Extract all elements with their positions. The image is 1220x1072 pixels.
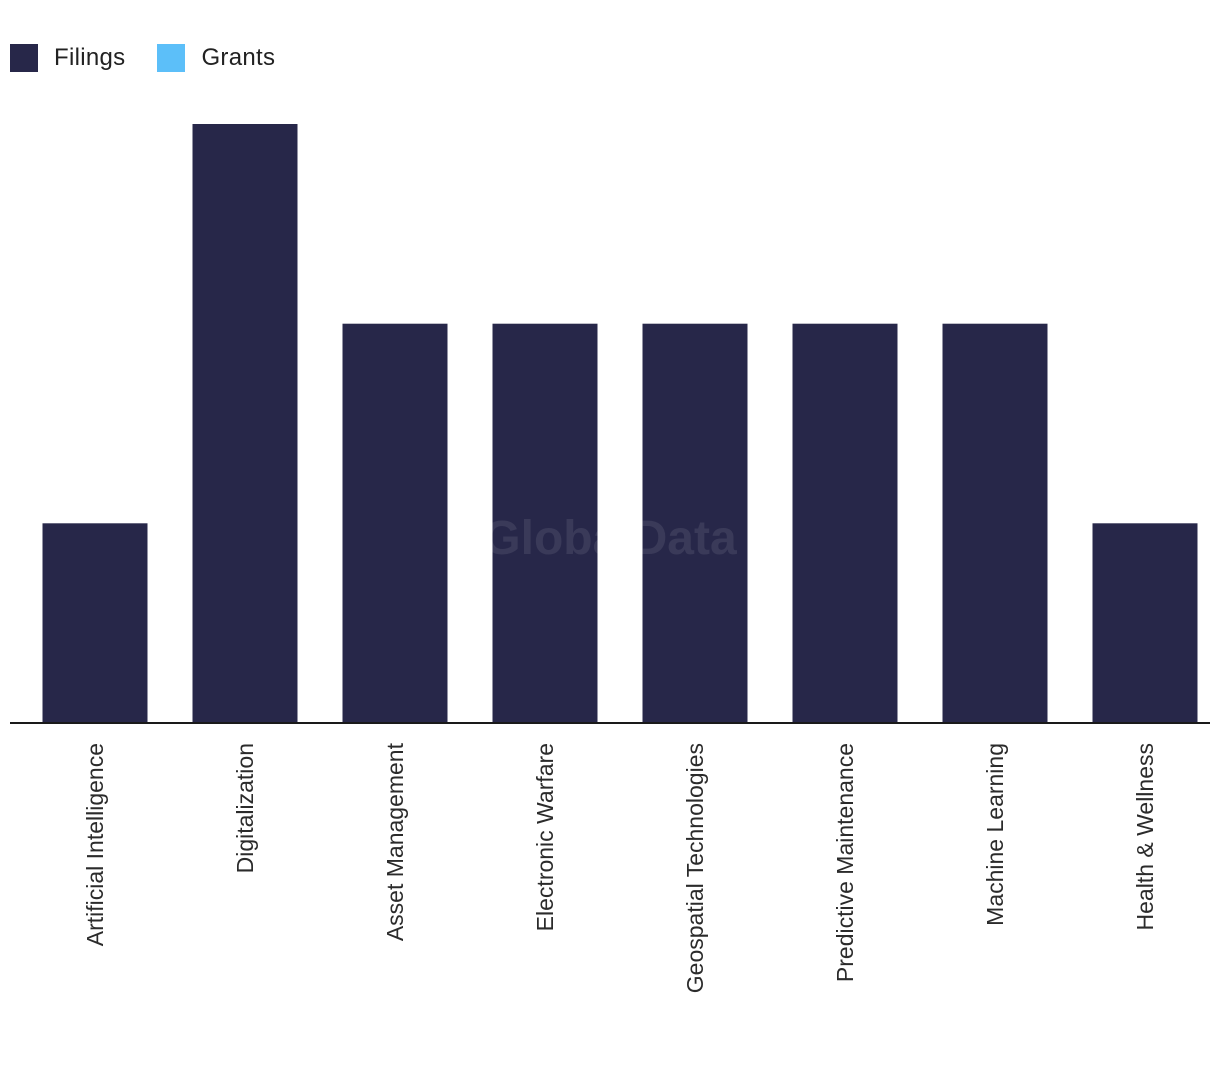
x-tick-label-3: Electronic Warfare — [532, 743, 558, 931]
bar-filings-2[interactable] — [342, 323, 448, 723]
legend-swatch-filings — [10, 44, 38, 72]
legend: Filings Grants — [10, 44, 307, 72]
x-tick-label-6: Machine Learning — [982, 743, 1008, 926]
legend-item-grants[interactable]: Grants — [157, 44, 275, 72]
bar-filings-7[interactable] — [1092, 523, 1198, 723]
legend-item-filings[interactable]: Filings — [10, 44, 125, 72]
watermark: GlobalData — [483, 512, 737, 565]
legend-label-filings: Filings — [54, 44, 126, 71]
bar-filings-5[interactable] — [792, 323, 898, 723]
x-tick-label-2: Asset Management — [382, 742, 408, 941]
bar-filings-0[interactable] — [42, 523, 148, 723]
x-tick-label-7: Health & Wellness — [1132, 743, 1158, 931]
bar-filings-4[interactable] — [642, 323, 748, 723]
legend-swatch-grants — [157, 44, 186, 72]
x-tick-label-1: Digitalization — [232, 743, 258, 873]
x-tick-label-4: Geospatial Technologies — [682, 743, 708, 993]
x-tick-label-0: Artificial Intelligence — [82, 743, 108, 946]
bars-group — [42, 124, 1198, 723]
bar-filings-1[interactable] — [192, 124, 298, 723]
bar-filings-6[interactable] — [942, 323, 1048, 723]
bar-filings-3[interactable] — [492, 323, 598, 723]
legend-label-grants: Grants — [201, 44, 276, 71]
x-tick-label-5: Predictive Maintenance — [832, 743, 858, 982]
x-tick-labels: Artificial Intelligence Digitalization Ass… — [82, 742, 1158, 993]
